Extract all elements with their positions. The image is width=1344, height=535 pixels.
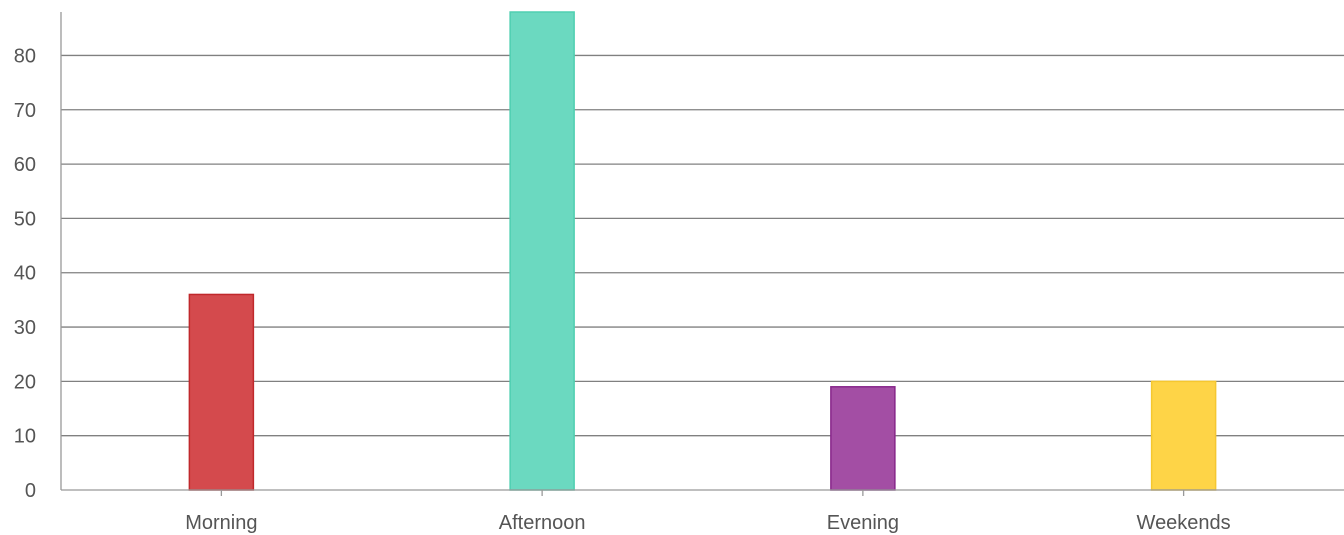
bar-morning [188,293,255,491]
y-tick-label: 30 [14,317,36,339]
y-tick-label: 60 [14,154,36,176]
bar-weekends [1150,380,1217,491]
y-tick-label: 20 [14,371,36,393]
bar-afternoon [509,11,575,491]
x-axis-category-labels: Morning Afternoon Evening Weekends [185,512,1230,534]
y-axis-tick-labels: 0 10 20 30 40 50 60 70 80 [14,45,36,502]
bars [188,11,1217,491]
y-tick-label: 10 [14,426,36,448]
y-tick-label: 80 [14,45,36,67]
x-tick-label: Afternoon [499,512,586,534]
x-tick-label: Weekends [1137,512,1231,534]
x-tick-label: Evening [827,512,899,534]
x-tick-label: Morning [185,512,257,534]
y-tick-label: 0 [25,480,36,502]
bar-evening [830,386,896,491]
gridlines [61,54,1344,437]
y-tick-label: 50 [14,208,36,230]
y-tick-label: 40 [14,263,36,285]
axes [60,12,1344,496]
y-tick-label: 70 [14,100,36,122]
